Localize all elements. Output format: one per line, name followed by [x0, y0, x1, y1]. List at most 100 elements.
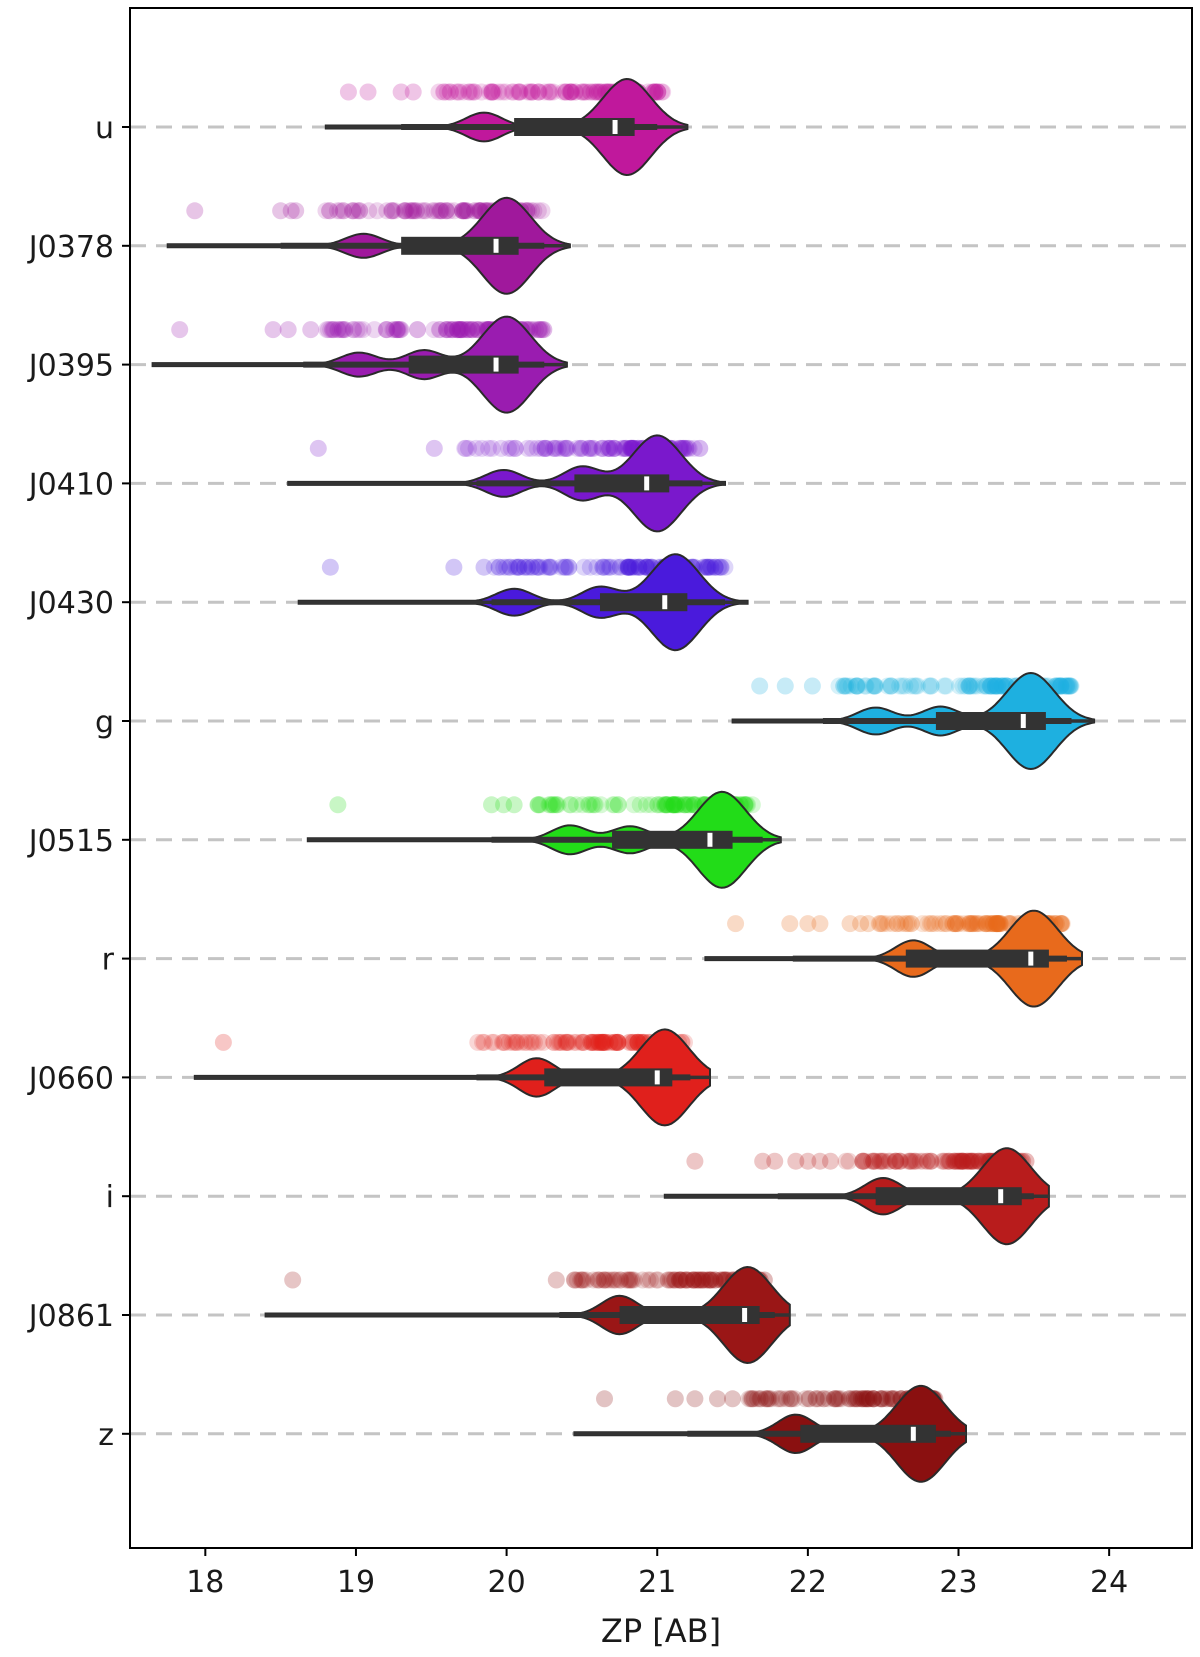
- data-point: [592, 796, 610, 814]
- data-point: [609, 1033, 627, 1051]
- data-point: [694, 1271, 712, 1289]
- data-point: [595, 558, 613, 576]
- data-point: [978, 677, 996, 695]
- data-point: [865, 1152, 883, 1170]
- data-point: [871, 915, 889, 933]
- data-point: [965, 677, 983, 695]
- data-point: [345, 321, 363, 339]
- data-point: [502, 439, 520, 457]
- data-point: [692, 1271, 710, 1289]
- data-point: [987, 915, 1005, 933]
- data-point: [504, 83, 522, 101]
- data-point: [572, 1271, 590, 1289]
- y-tick-label-j0515: J0515: [27, 824, 114, 859]
- data-point: [509, 558, 527, 576]
- data-point: [329, 321, 347, 339]
- violins: [151, 77, 1096, 1483]
- data-point: [388, 321, 406, 339]
- data-point: [666, 1271, 684, 1289]
- data-point: [657, 796, 675, 814]
- data-point: [902, 1152, 920, 1170]
- data-point: [528, 439, 546, 457]
- outlier-point: [708, 1390, 726, 1408]
- plot-frame: [129, 7, 1193, 1549]
- data-point: [947, 1152, 965, 1170]
- data-point: [432, 202, 450, 220]
- outlier-point: [787, 1152, 805, 1170]
- data-point: [475, 1033, 493, 1051]
- outlier-point: [799, 1152, 817, 1170]
- data-point: [408, 321, 426, 339]
- data-point: [857, 677, 875, 695]
- outlier-point: [596, 1390, 614, 1408]
- data-point: [435, 83, 453, 101]
- data-point: [991, 677, 1009, 695]
- data-point: [702, 558, 720, 576]
- data-point: [581, 558, 599, 576]
- data-point: [865, 1152, 883, 1170]
- data-point: [485, 1033, 503, 1051]
- data-point: [561, 83, 579, 101]
- data-point: [540, 558, 558, 576]
- data-point: [615, 439, 633, 457]
- data-point: [649, 83, 667, 101]
- data-point: [675, 796, 693, 814]
- data-point: [939, 1152, 957, 1170]
- data-point: [584, 1033, 602, 1051]
- data-point: [541, 796, 559, 814]
- data-point: [875, 915, 893, 933]
- data-point: [667, 1271, 685, 1289]
- data-point: [896, 677, 914, 695]
- data-point: [504, 1033, 522, 1051]
- data-point: [757, 1390, 775, 1408]
- data-point: [1052, 677, 1070, 695]
- data-point: [568, 1271, 586, 1289]
- data-point: [601, 439, 619, 457]
- data-point: [882, 1390, 900, 1408]
- data-point: [413, 202, 431, 220]
- data-point: [581, 83, 599, 101]
- data-point: [321, 202, 339, 220]
- data-point: [424, 202, 442, 220]
- data-point: [649, 796, 667, 814]
- data-point: [871, 1152, 889, 1170]
- data-point: [454, 202, 472, 220]
- data-point: [577, 83, 595, 101]
- data-point: [397, 202, 415, 220]
- data-point: [589, 1033, 607, 1051]
- data-point: [654, 83, 672, 101]
- data-point: [578, 1271, 596, 1289]
- data-point: [1052, 677, 1070, 695]
- data-point: [760, 1390, 778, 1408]
- data-point: [637, 558, 655, 576]
- data-point: [864, 1390, 882, 1408]
- data-point: [652, 796, 670, 814]
- data-point: [386, 202, 404, 220]
- data-point: [991, 915, 1009, 933]
- data-point: [461, 83, 479, 101]
- data-point: [865, 677, 883, 695]
- data-point: [840, 1390, 858, 1408]
- outlier-point: [781, 915, 799, 933]
- data-point: [509, 83, 527, 101]
- data-point: [335, 202, 353, 220]
- data-point: [348, 321, 366, 339]
- data-point: [830, 677, 848, 695]
- data-point: [606, 439, 624, 457]
- data-point: [944, 915, 962, 933]
- data-point: [438, 321, 456, 339]
- data-point: [969, 915, 987, 933]
- data-point: [946, 915, 964, 933]
- data-point: [437, 202, 455, 220]
- data-point: [609, 796, 627, 814]
- data-point: [507, 1033, 525, 1051]
- data-point: [378, 321, 396, 339]
- data-point: [529, 83, 547, 101]
- data-point: [383, 202, 401, 220]
- data-point: [519, 439, 537, 457]
- data-point: [613, 439, 631, 457]
- data-point: [351, 202, 369, 220]
- data-point: [626, 558, 644, 576]
- data-point: [331, 202, 349, 220]
